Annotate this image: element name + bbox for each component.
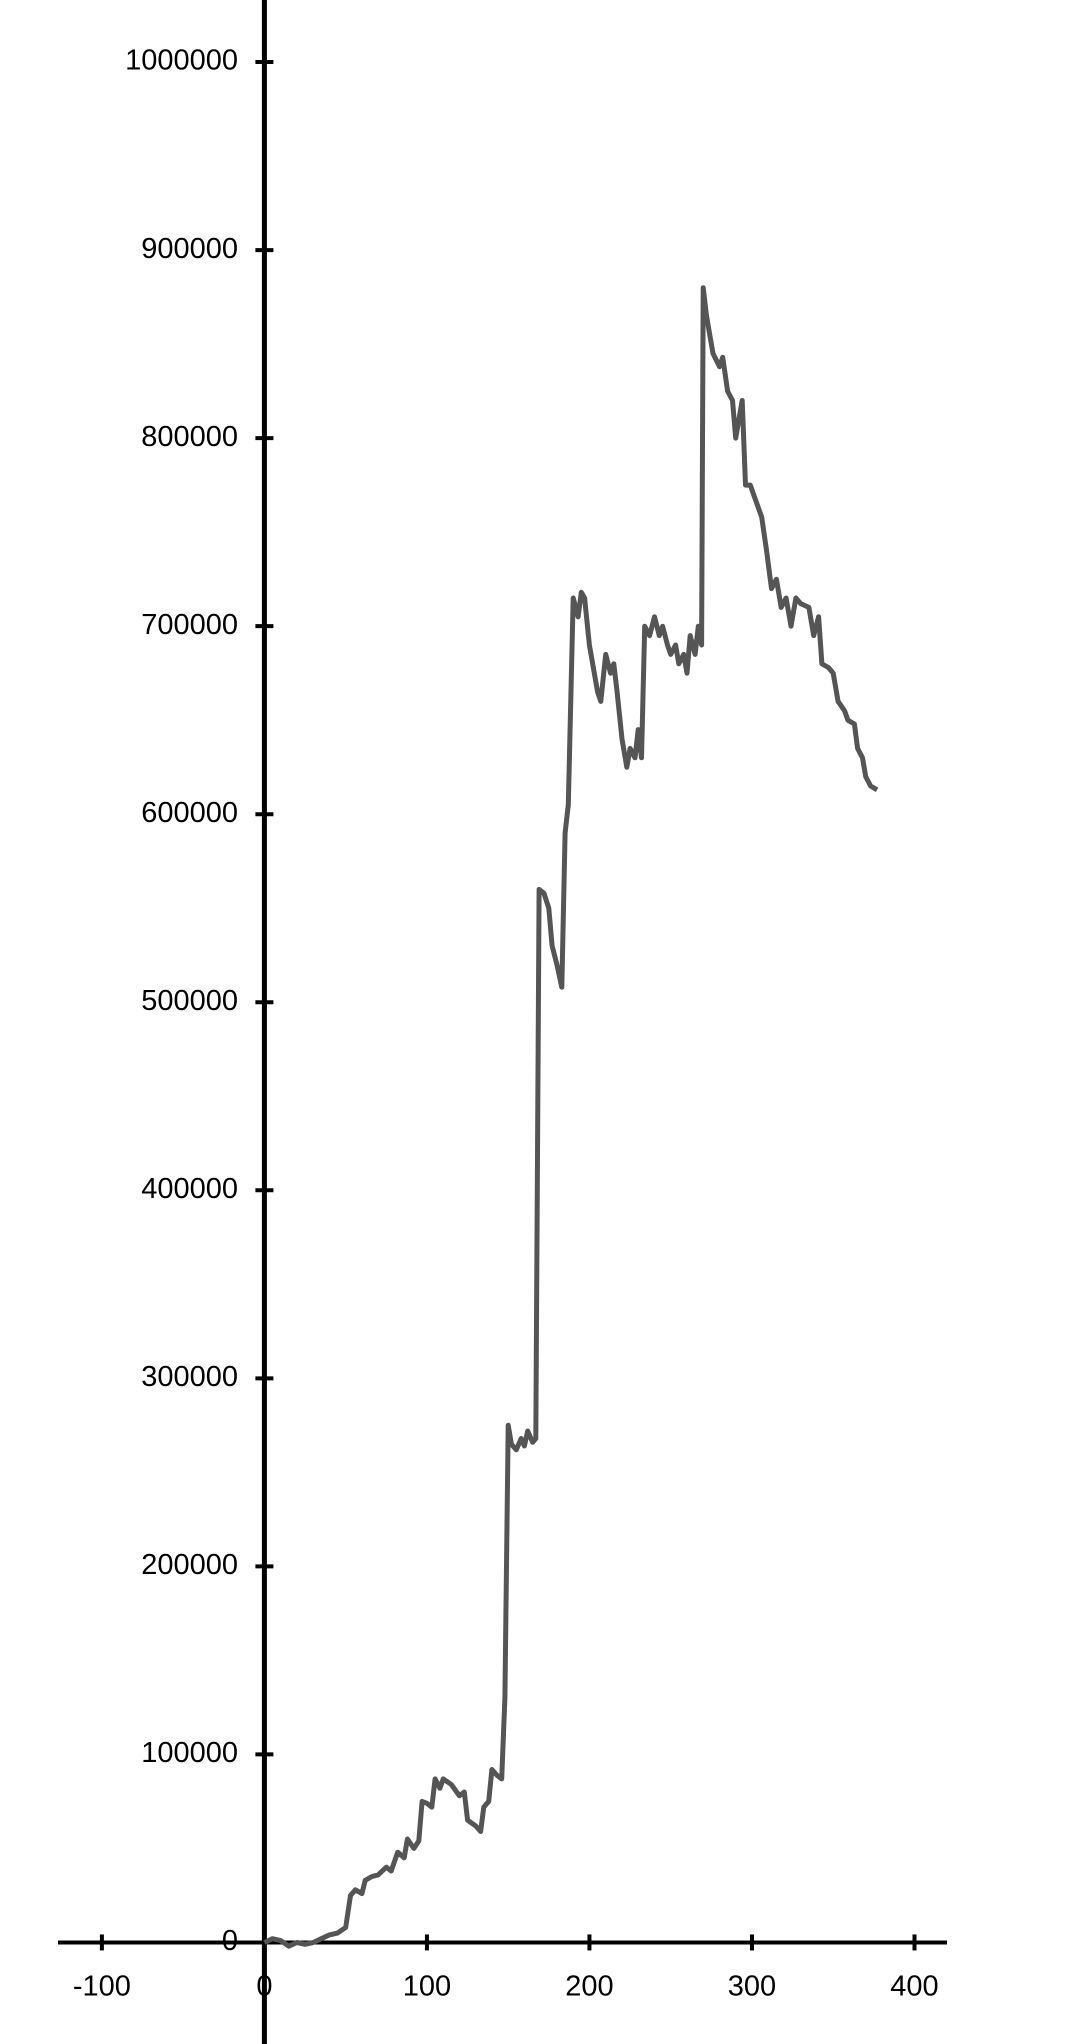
y-tick-label: 0 — [222, 1925, 238, 1957]
y-tick-label: 800000 — [141, 421, 238, 453]
x-tick-label: 0 — [256, 1971, 272, 2003]
x-tick-label: 200 — [565, 1971, 613, 2003]
x-tick-label: -100 — [73, 1971, 131, 2003]
y-tick-label: 300000 — [141, 1361, 238, 1393]
line — [263, 285, 879, 1949]
x-tick-label: 100 — [403, 1971, 451, 2003]
x-tick-label: 300 — [728, 1971, 776, 2003]
x-tick-label: 400 — [890, 1971, 938, 2003]
y-tick-label: 1000000 — [125, 45, 238, 77]
y-tick-label: 500000 — [141, 985, 238, 1017]
y-tick-label: 700000 — [141, 609, 238, 641]
y-tick-label: 200000 — [141, 1549, 238, 1581]
y-tick-label: 900000 — [141, 233, 238, 265]
y-tick-label: 600000 — [141, 797, 238, 829]
y-tick-label: 100000 — [141, 1737, 238, 1769]
y-tick-label: 400000 — [141, 1173, 238, 1205]
